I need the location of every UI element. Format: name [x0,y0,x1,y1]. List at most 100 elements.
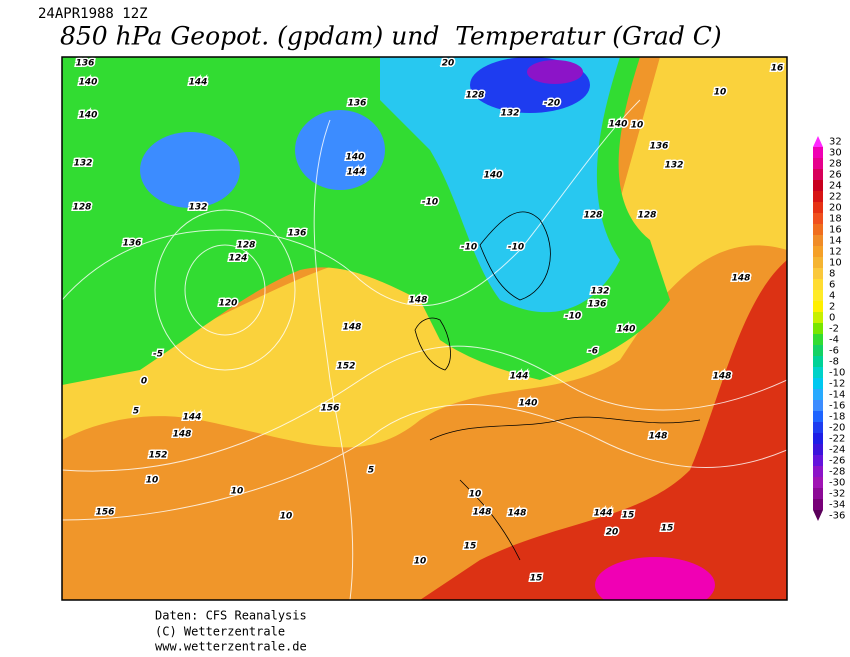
colorbar-swatch [813,400,823,411]
map-field [62,57,787,600]
colorbar-label: -10 [829,368,845,379]
contour-label: -6 [588,347,598,357]
colorbar-label: -32 [829,489,845,500]
colorbar-swatch [813,235,823,246]
colorbar: 32302826242220181614121086420-2-4-6-8-10… [813,136,845,522]
colorbar-swatch [813,279,823,290]
contour-label: 148 [343,323,362,333]
contour-label: 20 [606,528,619,538]
contour-label: 136 [123,239,142,249]
colorbar-swatch [813,345,823,356]
contour-label: 10 [631,121,644,131]
colorbar-label: 6 [829,280,835,291]
colorbar-swatch [813,499,823,510]
colorbar-label: 8 [829,269,835,280]
contour-label: 148 [173,430,192,440]
colorbar-label: -20 [829,423,845,434]
contour-label: 120 [219,299,238,309]
contour-label: 144 [189,78,208,88]
contour-label: 136 [288,229,307,239]
contour-label: 10 [280,512,293,522]
copyright-note: (C) Wetterzentrale [155,625,285,639]
contour-label: 136 [348,99,367,109]
colorbar-swatch [813,290,823,301]
contour-label: 132 [591,287,610,297]
contour-label: -10 [422,198,438,208]
colorbar-swatch [813,257,823,268]
contour-label: -20 [544,99,560,109]
colorbar-label: -22 [829,434,845,445]
colorbar-swatch [813,213,823,224]
colorbar-swatch [813,466,823,477]
colorbar-swatch [813,312,823,323]
contour-label: -10 [508,243,524,253]
contour-label: 136 [588,300,607,310]
colorbar-swatch [813,202,823,213]
colorbar-swatch [813,301,823,312]
contour-label: 10 [231,487,244,497]
contour-label: 156 [96,508,115,518]
colorbar-swatch [813,147,823,158]
contour-label: 128 [584,211,603,221]
contour-label: -10 [565,312,581,322]
colorbar-swatch [813,169,823,180]
contour-label: 128 [73,203,92,213]
colorbar-label: 2 [829,302,835,313]
colorbar-label: -12 [829,379,845,390]
colorbar-swatch [813,334,823,345]
colorbar-label: -14 [829,390,845,401]
colorbar-label: -34 [829,500,845,511]
colorbar-label: 28 [829,159,842,170]
colorbar-swatch [813,477,823,488]
colorbar-swatch [813,411,823,422]
colorbar-label: -24 [829,445,845,456]
contour-label: -5 [153,350,163,360]
contour-label: 0 [141,377,147,387]
contour-label: 10 [414,557,427,567]
contour-label: -10 [461,243,477,253]
colorbar-swatch [813,323,823,334]
contour-label: 148 [732,274,751,284]
colorbar-label: 32 [829,137,842,148]
colorbar-label: 14 [829,236,842,247]
contour-label: 10 [469,490,482,500]
colorbar-swatch [813,422,823,433]
contour-label: 10 [714,88,727,98]
colorbar-swatch [813,367,823,378]
colorbar-swatch [813,180,823,191]
colorbar-label: -6 [829,346,839,357]
colorbar-label: 30 [829,148,842,159]
date-label: 24APR1988 12Z [38,6,148,22]
map-title: 850 hPa Geopot. (gpdam) und Temperatur (… [60,22,722,51]
colorbar-swatch [813,389,823,400]
url-note: www.wetterzentrale.de [155,640,307,654]
colorbar-label: -8 [829,357,839,368]
colorbar-swatch [813,510,823,521]
contour-label: 140 [609,120,628,130]
colorbar-label: -16 [829,401,845,412]
contour-label: 128 [237,241,256,251]
contour-label: 15 [464,542,477,552]
colorbar-swatch [813,136,823,147]
contour-label: 132 [189,203,208,213]
contour-label: 148 [508,509,527,519]
colorbar-swatch [813,224,823,235]
colorbar-label: -18 [829,412,845,423]
colorbar-label: 16 [829,225,842,236]
contour-label: 144 [183,413,202,423]
colorbar-swatch [813,158,823,169]
contour-label: 148 [649,432,668,442]
contour-label: 156 [321,404,340,414]
contour-label: 20 [442,59,455,69]
contour-label: 5 [368,466,374,476]
contour-label: 140 [346,153,365,163]
colorbar-swatch [813,191,823,202]
colorbar-swatch [813,488,823,499]
colorbar-label: -2 [829,324,839,335]
colorbar-label: 10 [829,258,842,269]
contour-label: 132 [665,161,684,171]
colorbar-swatch [813,356,823,367]
colorbar-swatch [813,378,823,389]
